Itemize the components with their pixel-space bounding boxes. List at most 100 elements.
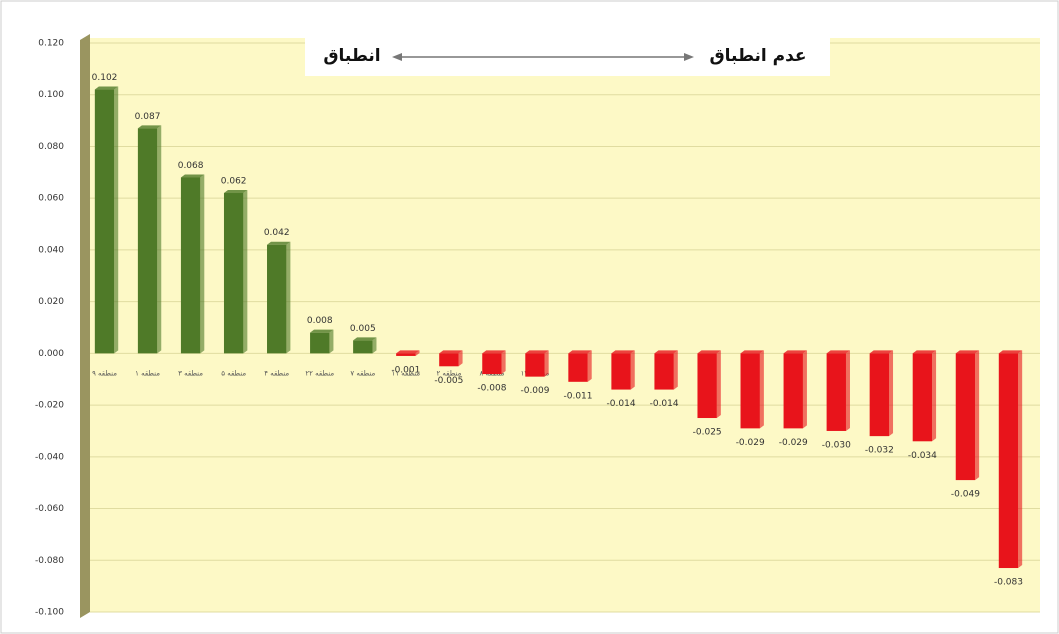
bar-top xyxy=(740,350,764,354)
data-label: -0.029 xyxy=(779,438,808,448)
bar-top xyxy=(611,350,635,354)
y-tick-label: 0.080 xyxy=(38,142,64,152)
data-label: 0.102 xyxy=(92,73,118,83)
y-tick-label: -0.060 xyxy=(35,504,64,514)
x-tick-label: منطقه ۹ xyxy=(92,369,117,377)
bar xyxy=(611,353,631,390)
annotation-box xyxy=(305,36,830,76)
bar-top xyxy=(869,350,894,354)
bar-side xyxy=(975,350,980,481)
bar-side xyxy=(889,350,894,437)
bar xyxy=(180,177,201,354)
bar xyxy=(740,353,760,429)
bar-side xyxy=(802,350,807,429)
data-label: 0.008 xyxy=(307,316,333,326)
data-label: -0.014 xyxy=(650,399,679,409)
x-tick-label: منطقه ۲ xyxy=(436,369,461,377)
bar xyxy=(998,353,1019,569)
y-tick-label: -0.080 xyxy=(35,556,64,566)
bar-side xyxy=(630,350,635,390)
bar-side xyxy=(415,350,420,356)
data-label: -0.083 xyxy=(994,578,1023,588)
bar-side xyxy=(587,350,592,382)
bar xyxy=(697,353,717,419)
bar-top xyxy=(310,329,334,333)
y-tick-label: -0.020 xyxy=(35,401,64,411)
y-tick-label: -0.040 xyxy=(35,452,64,462)
y-tick-label: 0.020 xyxy=(38,297,64,307)
bar-side xyxy=(932,350,937,442)
bar-top xyxy=(826,350,850,354)
data-label: -0.049 xyxy=(951,490,980,500)
x-tick-label: منطقه ۲۲ xyxy=(305,369,334,377)
bar-side xyxy=(114,86,119,354)
left-wall xyxy=(80,34,90,618)
bar xyxy=(137,128,158,354)
data-label: 0.005 xyxy=(350,324,376,334)
bar xyxy=(826,353,846,431)
bar-top xyxy=(697,350,721,354)
x-tick-label: منطقه ۷ xyxy=(350,369,375,377)
bar-side xyxy=(759,350,764,429)
data-label: 0.087 xyxy=(135,112,161,122)
bar-top xyxy=(223,190,248,194)
y-tick-label: 0.100 xyxy=(38,90,64,100)
data-label: -0.014 xyxy=(607,399,636,409)
y-tick-label: -0.100 xyxy=(35,608,64,618)
bar-top xyxy=(525,350,549,354)
data-label: -0.029 xyxy=(736,438,765,448)
data-label: -0.001 xyxy=(391,365,420,375)
data-label: 0.068 xyxy=(178,161,204,171)
bar-top xyxy=(94,86,119,90)
bar-side xyxy=(157,125,162,354)
bar-top xyxy=(568,350,592,354)
bar xyxy=(439,353,459,367)
bar-side xyxy=(501,350,506,375)
bar xyxy=(223,193,244,354)
bar xyxy=(94,89,115,354)
data-label: -0.034 xyxy=(908,451,937,461)
bar xyxy=(267,244,287,354)
bar-side xyxy=(673,350,678,390)
data-label: 0.042 xyxy=(264,228,290,238)
bar-side xyxy=(1018,350,1023,569)
bar-top xyxy=(439,350,463,354)
arrow-head-left xyxy=(392,53,402,61)
annotation-compliance: انطباق xyxy=(323,46,380,66)
bar-side xyxy=(286,241,291,354)
bar-top xyxy=(955,350,980,354)
bar-top xyxy=(267,241,291,245)
bar xyxy=(396,353,416,356)
bar xyxy=(654,353,674,390)
data-label: -0.025 xyxy=(693,428,722,438)
bar xyxy=(955,353,976,481)
bar-side xyxy=(243,190,248,354)
arrow-head-right xyxy=(684,53,694,61)
data-label: -0.030 xyxy=(822,440,851,450)
bar xyxy=(912,353,933,442)
bar xyxy=(482,353,502,375)
bar xyxy=(525,353,545,377)
x-tick-label: منطقه ۵ xyxy=(221,369,246,377)
bar-top xyxy=(396,350,420,354)
bar-top xyxy=(654,350,678,354)
bar-top xyxy=(353,337,377,341)
bars: منطقه ۹ 0.102 منطقه ۱ 0.087 منطقه ۳ 0.068 منطق… xyxy=(92,73,1023,587)
bar xyxy=(353,340,373,354)
data-label: -0.008 xyxy=(477,384,506,394)
x-tick-label: منطقه ۴ xyxy=(264,369,289,377)
plot-area xyxy=(90,38,1040,612)
bar-side xyxy=(716,350,721,419)
bar xyxy=(568,353,588,382)
data-label: -0.011 xyxy=(564,391,593,401)
bar-top xyxy=(180,174,205,178)
bar-side xyxy=(200,174,205,354)
bar-top xyxy=(783,350,807,354)
bar-side xyxy=(372,337,377,354)
bar xyxy=(310,332,330,354)
x-tick-label: منطقه ۱۱ xyxy=(392,369,421,377)
x-tick-label: منطقه ۱ xyxy=(135,369,160,377)
y-tick-label: 0.040 xyxy=(38,245,64,255)
bar-side xyxy=(845,350,850,431)
